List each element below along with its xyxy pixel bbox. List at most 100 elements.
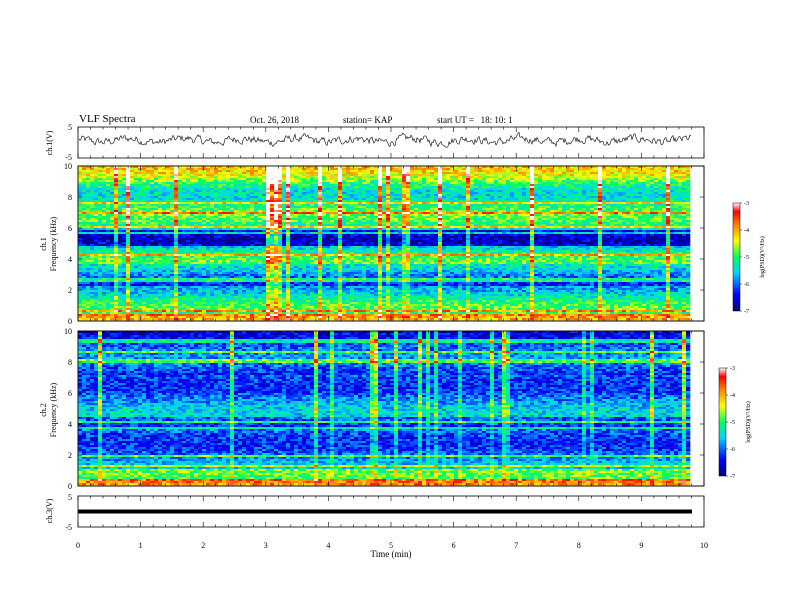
spectrogram-cell — [318, 292, 322, 294]
spectrogram-cell — [250, 258, 254, 260]
spectrogram-cell — [174, 242, 178, 244]
spectrogram-cell — [170, 264, 174, 266]
spectrogram-cell — [122, 202, 126, 204]
spectrogram-cell — [174, 212, 178, 214]
spectrogram-cell — [210, 198, 214, 200]
spectrogram-cell — [246, 316, 250, 318]
spectrogram-cell — [166, 184, 170, 186]
spectrogram-cell — [246, 198, 250, 200]
spectrogram-cell — [194, 192, 198, 194]
spectrogram-cell — [206, 232, 210, 234]
spectrogram-cell — [158, 236, 162, 238]
spectrogram-cell — [134, 300, 138, 302]
spectrogram-cell — [86, 232, 90, 234]
spectrogram-cell — [158, 196, 162, 198]
spectrogram-cell — [78, 234, 82, 236]
spectrogram-cell — [318, 182, 322, 184]
spectrogram-cell — [94, 306, 98, 308]
spectrogram-cell — [122, 258, 126, 260]
spectrogram-cell — [94, 210, 98, 212]
spectrogram-cell — [118, 280, 122, 282]
spectrogram-cell — [218, 176, 222, 178]
spectrogram-cell — [222, 298, 226, 300]
spectrogram-cell — [282, 238, 286, 240]
spectrogram-cell — [122, 194, 126, 196]
spectrogram-cell — [138, 220, 142, 222]
spectrogram-cell — [298, 298, 302, 300]
spectrogram-cell — [146, 278, 150, 280]
spectrogram-cell — [102, 244, 106, 246]
spectrogram-cell — [174, 168, 178, 170]
spectrogram-cell — [202, 294, 206, 296]
spectrogram-cell — [154, 304, 158, 306]
spectrogram-cell — [214, 200, 218, 202]
spectrogram-cell — [118, 212, 122, 214]
spectrogram-cell — [238, 244, 242, 246]
spectrogram-cell — [182, 266, 186, 268]
spectrogram-cell — [178, 218, 182, 220]
spectrogram-cell — [226, 196, 230, 198]
spectrogram-cell — [166, 304, 170, 306]
spectrogram-cell — [222, 296, 226, 298]
spectrogram-cell — [322, 216, 326, 218]
spectrogram-cell — [106, 298, 110, 300]
spectrogram-cell — [102, 294, 106, 296]
spectrogram-cell — [270, 216, 274, 218]
spectrogram-cell — [94, 316, 98, 318]
spectrogram-cell — [218, 292, 222, 294]
spectrogram-cell — [210, 268, 214, 270]
spectrogram-cell — [286, 230, 290, 232]
spectrogram-cell — [266, 280, 270, 282]
spectrogram-cell — [150, 228, 154, 230]
spectrogram-cell — [222, 250, 226, 252]
spectrogram-cell — [254, 196, 258, 198]
spectrogram-cell — [238, 182, 242, 184]
spectrogram-cell — [126, 240, 130, 242]
spectrogram-cell — [98, 304, 102, 306]
spectrogram-cell — [98, 274, 102, 276]
spectrogram-cell — [286, 204, 290, 206]
spectrogram-cell — [90, 188, 94, 190]
spectrogram-cell — [94, 212, 98, 214]
spectrogram-cell — [178, 248, 182, 250]
spectrogram-cell — [102, 312, 106, 314]
spectrogram-cell — [110, 308, 114, 310]
spectrogram-cell — [226, 260, 230, 262]
spectrogram-cell — [190, 240, 194, 242]
spectrogram-cell — [302, 280, 306, 282]
spectrogram-cell — [242, 312, 246, 314]
spectrogram-cell — [86, 286, 90, 288]
spectrogram-cell — [310, 282, 314, 284]
spectrogram-cell — [158, 284, 162, 286]
spectrogram-cell — [302, 178, 306, 180]
spectrogram-cell — [114, 290, 118, 292]
spectrogram-cell — [246, 212, 250, 214]
spectrogram-cell — [78, 210, 82, 212]
spectrogram-cell — [146, 214, 150, 216]
spectrogram-cell — [254, 292, 258, 294]
spectrogram-cell — [274, 180, 278, 182]
spectrogram-cell — [182, 256, 186, 258]
spectrogram-cell — [202, 290, 206, 292]
spectrogram-cell — [110, 310, 114, 312]
spectrogram-cell — [278, 254, 282, 256]
spectrogram-cell — [250, 254, 254, 256]
spectrogram-cell — [322, 300, 326, 302]
ch1-ylabel: ch.1(V) — [45, 130, 54, 155]
spectrogram-cell — [130, 270, 134, 272]
spectrogram-cell — [286, 270, 290, 272]
spectrogram-cell — [242, 300, 246, 302]
spectrogram-cell — [214, 196, 218, 198]
spectrogram-cell — [82, 236, 86, 238]
spectrogram-cell — [270, 192, 274, 194]
spectrogram-cell — [230, 314, 234, 316]
spectrogram-cell — [94, 238, 98, 240]
spectrogram-cell — [302, 186, 306, 188]
spectrogram-cell — [78, 176, 82, 178]
spectrogram-cell — [114, 230, 118, 232]
spectrogram-cell — [206, 270, 210, 272]
spectrogram-cell — [182, 316, 186, 318]
spectrogram-cell — [298, 272, 302, 274]
spectrogram-cell — [126, 246, 130, 248]
spectrogram-cell — [146, 168, 150, 170]
